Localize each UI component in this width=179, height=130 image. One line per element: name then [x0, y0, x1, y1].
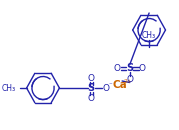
Text: S: S [126, 63, 133, 73]
Text: O: O [88, 73, 95, 83]
Text: CH₃: CH₃ [142, 31, 156, 40]
Text: O: O [88, 93, 95, 102]
Text: O: O [114, 63, 121, 73]
Text: CH₃: CH₃ [2, 83, 16, 93]
Text: O: O [126, 74, 133, 83]
Text: O: O [102, 83, 109, 93]
Text: ⁻: ⁻ [108, 83, 112, 89]
Text: 2+: 2+ [123, 79, 132, 84]
Text: S: S [88, 83, 95, 93]
Text: Ca: Ca [113, 80, 128, 90]
Text: O: O [139, 63, 146, 73]
